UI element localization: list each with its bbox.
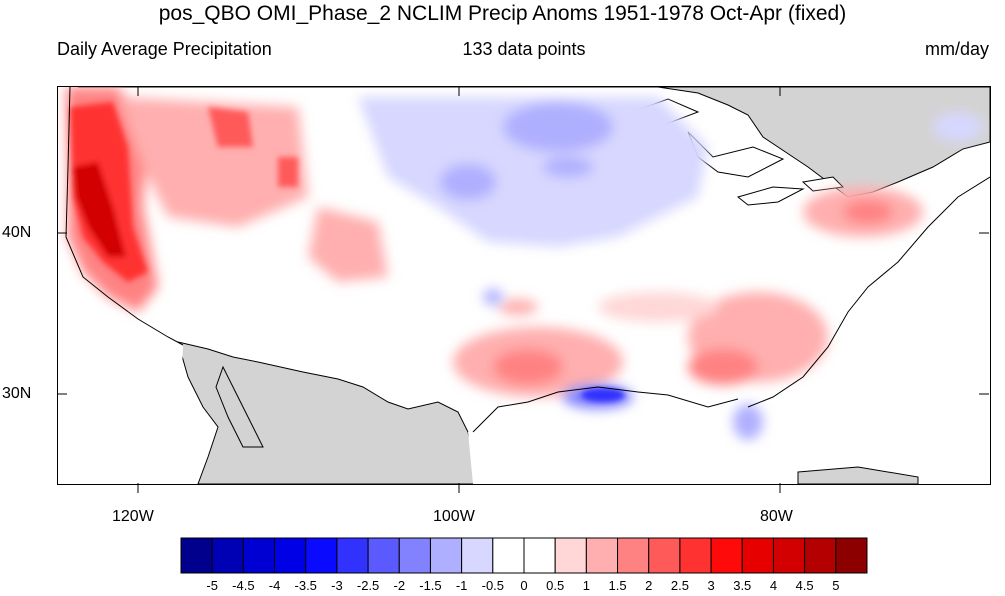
colorbar-swatch	[492, 537, 525, 574]
map-panel	[57, 86, 991, 485]
colorbar-tick-label: 0	[520, 578, 528, 593]
colorbar-swatch	[772, 537, 806, 574]
baja-peninsula	[215, 365, 264, 448]
colorbar-swatch	[242, 537, 276, 574]
colorbar-tick-label: 3	[707, 578, 715, 593]
colorbar-tick-label: 1.5	[608, 578, 627, 593]
colorbar-swatch	[804, 537, 837, 574]
colorbar-swatch	[274, 537, 307, 574]
pacific-water	[58, 87, 183, 484]
colorbar-swatch	[835, 537, 868, 574]
colorbar-tick-label: -2	[393, 578, 406, 593]
colorbar-tick-label: 4	[769, 578, 778, 593]
colorbar-tick-label: -5	[206, 578, 218, 593]
gulf-water	[468, 387, 773, 484]
colorbar-swatch	[523, 537, 556, 574]
colorbar-swatch	[398, 537, 431, 574]
colorbar-swatch	[617, 537, 650, 574]
lat-label-30n: 30N	[2, 385, 32, 402]
negative-anomaly-field	[358, 97, 983, 440]
colorbar-tick-label: 3.5	[733, 578, 752, 593]
strong-negative-anomaly	[581, 388, 625, 402]
colorbar-swatch	[741, 537, 774, 574]
us-coastline	[65, 87, 990, 433]
colorbar-tick-label: -4	[268, 578, 281, 593]
lat-label-40n: 40N	[2, 224, 32, 241]
plot-title: pos_QBO OMI_Phase_2 NCLIM Precip Anoms 1…	[158, 2, 847, 25]
lon-label-120w: 120W	[112, 508, 154, 525]
colorbar-tick-label: -4.5	[232, 578, 255, 593]
subtitle-left: Daily Average Precipitation	[57, 39, 272, 59]
caribbean-land	[797, 466, 919, 484]
colorbar-tick-label: 2	[645, 578, 653, 593]
canada-landmass	[58, 87, 990, 198]
colorbar-swatch	[211, 537, 244, 574]
colorbar-tick-label: 2.5	[670, 578, 689, 593]
colorbar-swatch	[336, 537, 369, 574]
colorbar-tick-label: 4.5	[795, 578, 814, 593]
colorbar-swatch	[180, 537, 213, 574]
units-label: mm/day	[924, 39, 989, 59]
atlantic-water	[748, 177, 990, 484]
colorbar-swatch	[305, 537, 338, 574]
colorbar-tick-label: 5	[832, 578, 840, 593]
subtitle-center: 133 data points	[462, 39, 586, 59]
strong-positive-anomaly	[70, 102, 298, 282]
colorbar-tick-label: 1	[582, 578, 590, 593]
lon-label-80w: 80W	[760, 508, 793, 525]
lon-label-100w: 100W	[433, 508, 475, 525]
colorbar-swatch	[679, 537, 712, 574]
colorbar-tick-label: -1.5	[419, 578, 442, 593]
colorbar-swatch	[585, 537, 619, 574]
colorbar-tick-label: -3.5	[294, 578, 317, 593]
mexico-landmass	[177, 341, 479, 484]
colorbar-tick-label: 0.5	[546, 578, 565, 593]
colorbar-swatch	[461, 537, 494, 574]
colorbar-tick-label: -3	[331, 578, 343, 593]
colorbar-swatch	[554, 537, 587, 574]
colorbar-swatch	[367, 537, 400, 574]
colorbar-tick-label: -1	[455, 578, 468, 593]
colorbar-swatch	[648, 537, 681, 574]
colorbar-swatch	[710, 537, 743, 574]
colorbar-tick-label: -2.5	[356, 578, 380, 593]
map-svg	[58, 87, 990, 484]
colorbar-tick-label: -0.5	[481, 578, 505, 593]
colorbar-swatch	[429, 537, 463, 574]
